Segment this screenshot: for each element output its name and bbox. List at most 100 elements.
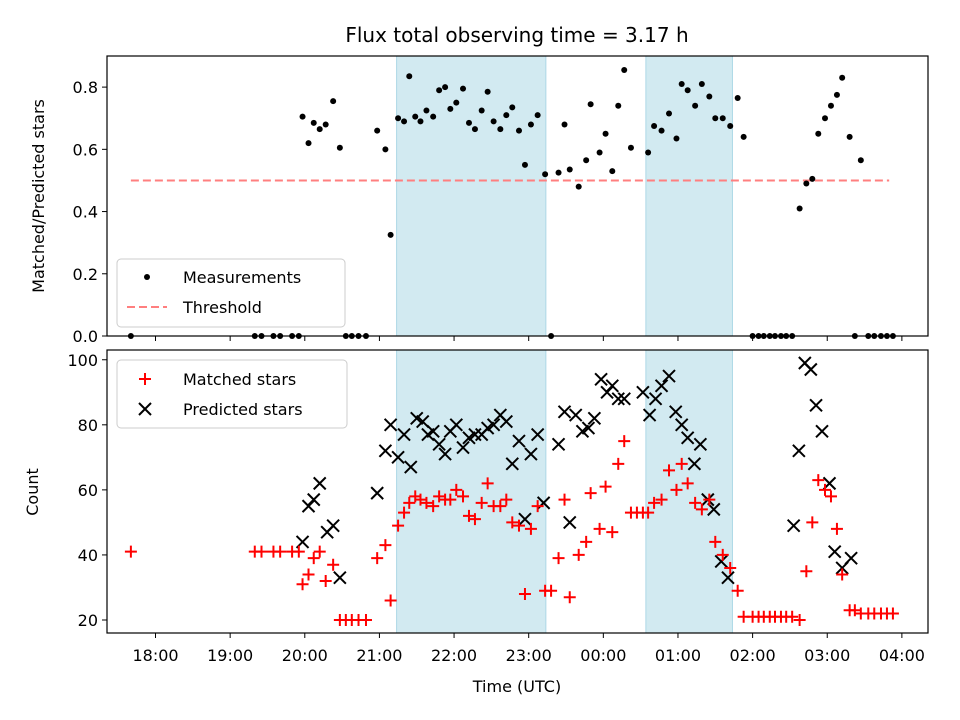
matched-point bbox=[313, 545, 326, 558]
matched-point bbox=[593, 522, 606, 535]
predicted-point bbox=[370, 486, 384, 500]
top-ytick-label: 0.4 bbox=[73, 203, 98, 222]
matched-point bbox=[444, 493, 457, 506]
matched-point bbox=[793, 613, 806, 626]
matched-point bbox=[359, 613, 372, 626]
legend-measurement-marker bbox=[144, 274, 150, 280]
predicted-point bbox=[642, 408, 657, 422]
measurement-point bbox=[447, 105, 454, 112]
measurement-point bbox=[609, 168, 616, 175]
measurement-point bbox=[527, 121, 534, 128]
predicted-point bbox=[383, 418, 398, 432]
measurement-point bbox=[673, 135, 680, 142]
matched-point bbox=[545, 584, 558, 597]
measurement-point bbox=[316, 126, 323, 133]
bottom-shaded-region bbox=[645, 349, 733, 634]
matched-point bbox=[500, 493, 513, 506]
bottom-xtick-label: 21:00 bbox=[356, 646, 402, 665]
measurement-point bbox=[497, 126, 504, 133]
measurement-point bbox=[727, 123, 734, 129]
predicted-point bbox=[611, 392, 625, 406]
bottom-xtick-label: 22:00 bbox=[431, 646, 477, 665]
matched-point bbox=[824, 490, 837, 503]
matched-point bbox=[398, 506, 411, 519]
predicted-point bbox=[569, 408, 583, 422]
matched-point bbox=[292, 545, 305, 558]
matched-point bbox=[327, 558, 340, 571]
predicted-point bbox=[581, 421, 596, 435]
matched-point bbox=[524, 522, 537, 535]
matched-point bbox=[506, 516, 519, 529]
measurement-point bbox=[453, 99, 460, 106]
bottom-xlabel: Time (UTC) bbox=[472, 677, 561, 696]
measurement-point bbox=[822, 115, 829, 122]
measurement-point bbox=[587, 101, 594, 108]
bottom-xtick-label: 00:00 bbox=[580, 646, 626, 665]
measurement-point bbox=[336, 144, 343, 151]
measurement-point bbox=[651, 123, 658, 129]
bottom-ytick-label: 60 bbox=[78, 481, 98, 500]
measurement-point bbox=[712, 115, 719, 122]
measurement-point bbox=[684, 87, 691, 94]
bottom-axes-frame bbox=[106, 349, 929, 634]
measurement-point bbox=[490, 118, 497, 125]
predicted-points bbox=[295, 356, 858, 585]
predicted-point bbox=[654, 379, 669, 393]
predicted-point bbox=[617, 392, 631, 406]
measurement-point bbox=[583, 157, 590, 164]
matched-point bbox=[468, 513, 481, 526]
measurement-point bbox=[833, 91, 840, 98]
top-legend: Measurements Threshold bbox=[116, 258, 346, 328]
matched-point bbox=[695, 503, 708, 516]
matched-point bbox=[531, 500, 544, 513]
predicted-point bbox=[804, 362, 818, 377]
matched-point bbox=[274, 545, 287, 558]
matched-point bbox=[819, 483, 832, 496]
measurement-point bbox=[423, 107, 430, 114]
top-ytick-label: 0.8 bbox=[73, 78, 98, 97]
predicted-point bbox=[378, 444, 393, 458]
predicted-point bbox=[416, 414, 430, 429]
measurement-point bbox=[436, 87, 443, 94]
measurement-point bbox=[534, 112, 541, 119]
predicted-point bbox=[313, 476, 327, 491]
predicted-point bbox=[426, 424, 440, 439]
predicted-point bbox=[669, 405, 683, 419]
measurement-point bbox=[803, 180, 810, 187]
matched-point bbox=[580, 535, 593, 548]
matched-point bbox=[450, 483, 463, 496]
measurement-point bbox=[412, 113, 419, 120]
measurement-point bbox=[382, 146, 389, 153]
matched-point bbox=[302, 568, 315, 581]
predicted-point bbox=[530, 427, 545, 442]
top-ytick-label: 0.2 bbox=[73, 265, 98, 284]
bottom-xtick-label: 19:00 bbox=[207, 646, 253, 665]
predicted-point bbox=[449, 418, 464, 432]
matched-point bbox=[806, 516, 819, 529]
predicted-point bbox=[693, 437, 708, 452]
top-ytick-label: 0.0 bbox=[73, 327, 98, 346]
predicted-point bbox=[551, 437, 566, 452]
bottom-xtick-label: 01:00 bbox=[655, 646, 701, 665]
predicted-point bbox=[680, 431, 695, 445]
matched-point bbox=[655, 493, 668, 506]
measurement-point bbox=[515, 127, 522, 134]
bottom-legend-box bbox=[116, 359, 348, 429]
legend-matched-label: Matched stars bbox=[183, 370, 296, 389]
matched-point bbox=[512, 519, 525, 532]
predicted-point bbox=[662, 369, 676, 383]
predicted-point bbox=[827, 544, 842, 559]
predicted-point bbox=[844, 551, 858, 565]
predicted-point bbox=[563, 515, 577, 530]
matched-point bbox=[420, 496, 433, 509]
measurement-point bbox=[575, 183, 582, 190]
measurement-point bbox=[706, 93, 713, 100]
measurement-point bbox=[666, 110, 673, 117]
measurement-point bbox=[602, 130, 609, 137]
predicted-point bbox=[524, 447, 538, 461]
measurement-point bbox=[740, 133, 747, 140]
top-shaded-region bbox=[645, 55, 733, 337]
measurement-point bbox=[460, 85, 467, 92]
matched-point bbox=[606, 526, 619, 539]
measurement-point bbox=[305, 140, 312, 147]
